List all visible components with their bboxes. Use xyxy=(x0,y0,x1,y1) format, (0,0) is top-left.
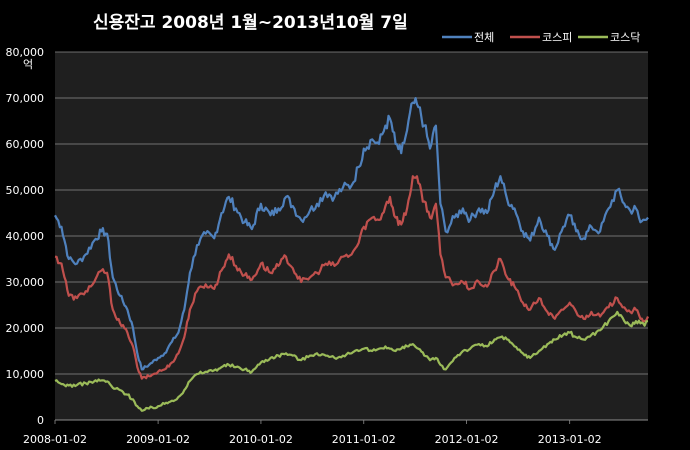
x-tick-label: 2008-01-02 xyxy=(23,433,87,446)
series-line xyxy=(54,310,649,412)
x-tick-label: 2009-01-02 xyxy=(126,433,190,446)
y-axis-ticks: 0 10,000 20,000 30,000 40,000 50,000 60,000 70,… xyxy=(6,46,45,427)
legend-label: 전체 xyxy=(474,31,494,44)
y-tick-label: 50,000 xyxy=(6,184,45,197)
series-line xyxy=(54,175,649,380)
series-lines xyxy=(54,97,649,412)
series-line xyxy=(54,97,649,371)
y-tick-label: 60,000 xyxy=(6,138,45,151)
y-tick-label: 10,000 xyxy=(6,368,45,381)
legend-label: 코스피 xyxy=(542,31,572,44)
y-tick-label: 40,000 xyxy=(6,230,45,243)
x-tick-label: 2012-01-02 xyxy=(435,433,499,446)
y-tick-label: 70,000 xyxy=(6,92,45,105)
y-axis-unit-label: 억 xyxy=(23,58,33,71)
y-tick-label: 80,000 xyxy=(6,46,45,59)
y-tick-label: 20,000 xyxy=(6,322,45,335)
legend: 전체 코스피 코스닥 xyxy=(442,31,640,44)
x-tick-label: 2010-01-02 xyxy=(229,433,293,446)
y-tick-label: 30,000 xyxy=(6,276,45,289)
x-axis-ticks: 2008-01-02 2009-01-02 2010-01-02 2011-01-02… xyxy=(23,420,602,446)
chart-title: 신용잔고 2008년 1월~2013년10월 7일 xyxy=(93,13,408,33)
y-tick-label: 0 xyxy=(37,414,44,427)
legend-label: 코스닥 xyxy=(610,31,640,44)
x-tick-label: 2013-01-02 xyxy=(538,433,602,446)
x-tick-label: 2011-01-02 xyxy=(332,433,396,446)
